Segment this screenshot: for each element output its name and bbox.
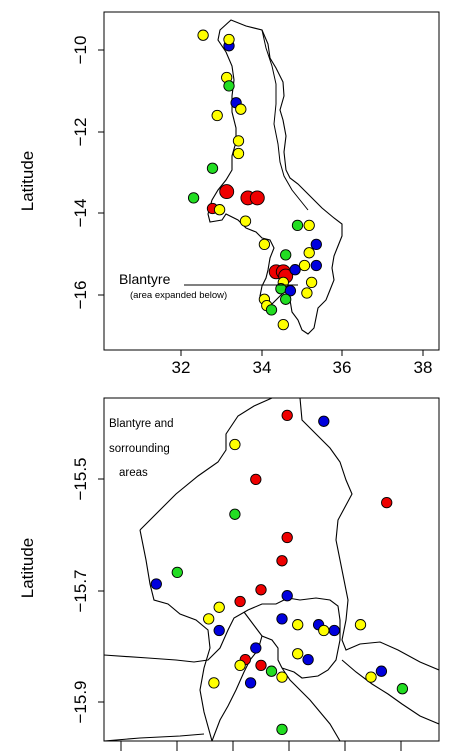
blantyre-label: Blantyre (119, 271, 171, 287)
site-point-green (187, 192, 200, 204)
site-point-yellow (305, 276, 318, 289)
site-point-red (381, 496, 393, 509)
top-y-tick-label: −12 (71, 118, 90, 147)
site-point-blue (375, 665, 388, 677)
bottom-y-axis-title: Latitude (18, 538, 37, 599)
site-point-yellow (258, 238, 271, 251)
site-point-yellow (354, 619, 367, 631)
site-point-green (265, 665, 278, 677)
bottom-y-axis (98, 478, 104, 703)
bottom-annotation-line: areas (119, 467, 148, 479)
bottom-annotation-line: Blantyre and (109, 418, 174, 430)
site-point-green (396, 683, 409, 695)
site-point-red (255, 584, 267, 596)
lake-shoreline (261, 29, 309, 211)
site-point-yellow (229, 438, 241, 451)
site-point-blue (150, 578, 162, 590)
top-y-axis-title: Latitude (18, 151, 37, 212)
site-point-blue (250, 642, 262, 654)
site-point-yellow (223, 33, 235, 46)
site-point-green (280, 249, 292, 261)
top-plot-frame (103, 11, 440, 351)
site-point-blue (213, 624, 225, 637)
top-x-axis (180, 350, 424, 356)
top-y-tick-label: −16 (71, 281, 90, 310)
site-point-blue (289, 264, 301, 276)
malawi-outline (207, 19, 343, 335)
site-point-red (281, 531, 293, 544)
bottom-y-tick-label: −15.9 (71, 680, 90, 723)
site-point-yellow (232, 147, 245, 160)
site-point-red (234, 595, 246, 608)
site-point-green (171, 566, 183, 579)
top-y-tick-label: −14 (71, 199, 90, 228)
site-point-yellow (303, 247, 315, 259)
bottom-annotation-line: sorrounding (109, 443, 170, 455)
site-point-blue (310, 259, 322, 272)
top-map-panel: −10 −12 −14 −16 Latitude 32 34 36 38 Bla… (18, 11, 440, 377)
site-point-yellow (208, 677, 220, 689)
site-point-yellow (203, 613, 215, 625)
top-x-tick-label: 32 (172, 358, 191, 377)
site-point-blue (244, 677, 257, 689)
site-point-blue (276, 613, 288, 625)
bottom-y-tick-label: −15.7 (71, 569, 90, 612)
site-point-green (206, 162, 219, 174)
site-point-green (223, 80, 235, 92)
site-point-yellow (239, 215, 252, 227)
site-point-yellow (365, 671, 377, 683)
bottom-map-panel: −15.5 −15.7 −15.9 Latitude Blantyre and … (18, 397, 440, 751)
site-point-yellow (292, 648, 304, 660)
site-point-blue (328, 624, 340, 637)
site-point-green (291, 219, 304, 232)
site-point-blue (318, 415, 330, 427)
site-point-yellow (213, 204, 226, 216)
blantyre-sublabel: (area expanded below) (130, 290, 227, 301)
top-x-tick-label: 36 (333, 358, 352, 377)
site-point-blue (310, 238, 322, 251)
site-point-yellow (318, 624, 330, 637)
site-point-red (281, 409, 293, 422)
site-point-yellow (232, 135, 245, 147)
top-x-tick-label: 34 (253, 358, 272, 377)
site-point-green (265, 304, 278, 316)
top-y-axis (98, 49, 104, 296)
site-point-red (219, 184, 235, 200)
site-point-yellow (197, 29, 209, 41)
site-point-yellow (292, 619, 304, 631)
site-point-yellow (213, 601, 225, 613)
site-point-red (250, 473, 262, 486)
top-points-layer (187, 29, 322, 331)
site-point-yellow (276, 671, 288, 683)
site-point-blue (284, 285, 297, 297)
site-point-red (255, 659, 267, 672)
bottom-points-layer (150, 409, 409, 736)
site-point-red (249, 190, 265, 206)
site-point-green (276, 723, 288, 736)
site-point-yellow (301, 287, 313, 299)
site-point-yellow (234, 659, 246, 672)
bottom-x-axis (120, 741, 402, 751)
site-point-blue (281, 590, 293, 602)
site-point-green (229, 508, 241, 520)
site-point-yellow (277, 318, 289, 331)
bottom-y-tick-label: −15.5 (71, 457, 90, 500)
site-point-yellow (298, 259, 311, 272)
site-point-red (276, 555, 288, 567)
site-point-yellow (235, 103, 247, 115)
site-point-yellow (211, 109, 223, 122)
top-x-tick-label: 38 (414, 358, 433, 377)
site-point-blue (302, 653, 314, 666)
top-y-tick-label: −10 (71, 36, 90, 65)
site-point-green (280, 293, 292, 305)
site-point-yellow (303, 219, 315, 232)
